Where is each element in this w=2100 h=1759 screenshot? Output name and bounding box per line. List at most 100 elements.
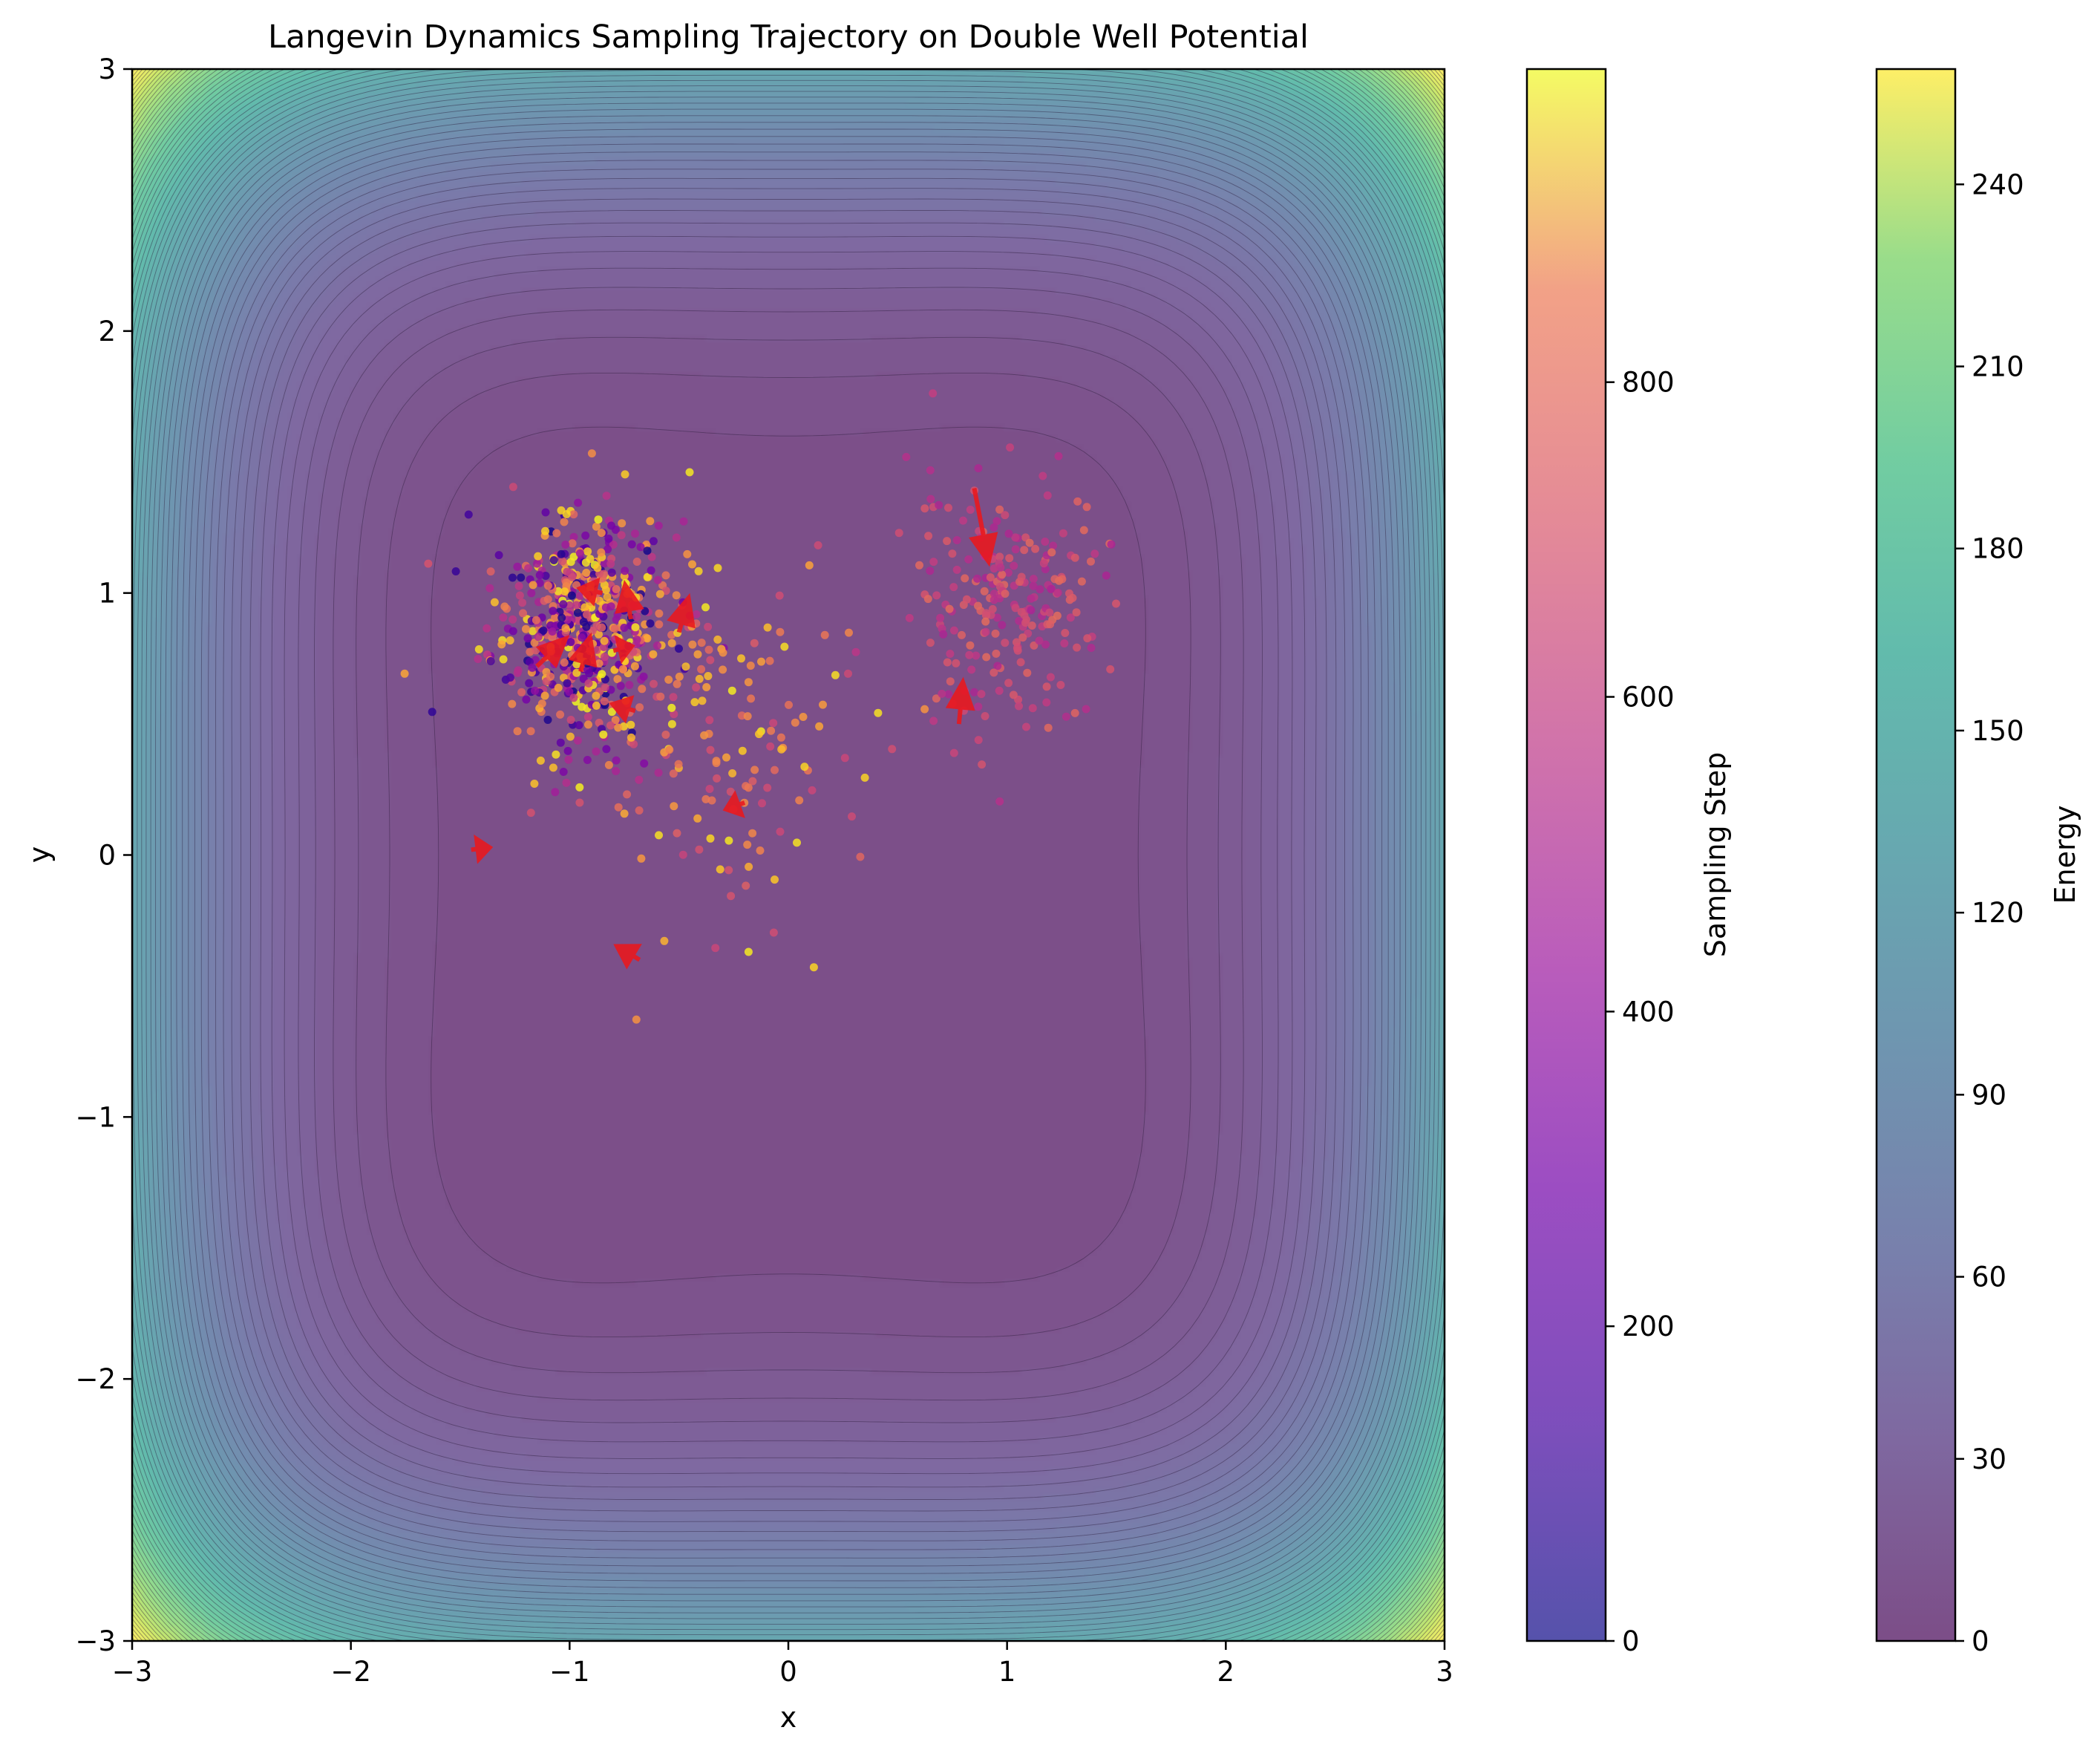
sample-point [1053, 588, 1062, 597]
sample-point [637, 854, 646, 863]
sample-point [1070, 708, 1079, 717]
y-tick-label: 3 [98, 53, 116, 85]
contour-line [137, 74, 1440, 1636]
sample-point [607, 708, 616, 717]
sample-point [655, 620, 664, 629]
sample-point [556, 738, 565, 747]
sample-point [614, 803, 623, 812]
plot-area [131, 68, 1446, 1642]
colorbar-tick-label: 0 [1972, 1625, 1989, 1657]
sample-point [598, 623, 606, 632]
contour-line [298, 267, 1279, 1443]
sample-point [771, 766, 779, 774]
sample-point [996, 563, 1005, 572]
sample-point [632, 558, 641, 566]
sample-point [583, 756, 592, 764]
sample-point [580, 603, 589, 612]
sampling-step-colorbar-frame [1525, 68, 1607, 1642]
gradient-arrow [613, 944, 642, 970]
contour-line [271, 235, 1306, 1475]
sample-point [1023, 668, 1032, 677]
sample-point [978, 760, 987, 769]
sample-point [600, 636, 609, 645]
sample-point [758, 799, 766, 808]
sample-point [601, 559, 609, 568]
contour-line [170, 115, 1407, 1595]
sample-point [654, 521, 663, 530]
sample-point [485, 584, 494, 593]
sample-point [860, 773, 869, 782]
gradient-arrow [471, 834, 494, 864]
sample-point [1028, 704, 1037, 713]
sample-point [685, 468, 694, 477]
sample-point [675, 644, 683, 653]
sample-point [1082, 705, 1090, 714]
sample-point [808, 786, 817, 794]
sample-point [1061, 629, 1070, 637]
sample-point [1015, 616, 1024, 625]
sample-point [563, 679, 572, 688]
contour-line [132, 69, 1445, 1641]
gradient-arrow [612, 635, 635, 665]
sample-point [552, 529, 561, 538]
sample-point [643, 572, 652, 581]
energy-contour-lines [132, 69, 1445, 1641]
sample-point [1082, 503, 1091, 512]
sample-point [800, 763, 809, 771]
gradient-arrow [576, 577, 603, 607]
sample-point [530, 780, 539, 788]
sample-point [981, 627, 990, 636]
sample-point [614, 723, 623, 732]
sample-point [724, 866, 733, 875]
sample-point [974, 464, 983, 473]
energy-colorbar-gradient [1877, 69, 1955, 1641]
sample-point [888, 745, 897, 754]
sample-point [706, 656, 715, 665]
contour-line [215, 169, 1361, 1541]
sample-point [546, 672, 555, 681]
sample-point [595, 630, 603, 639]
sample-point [557, 549, 566, 558]
sample-point [681, 662, 690, 671]
sample-point [400, 669, 409, 678]
contour-line [231, 188, 1346, 1522]
sample-point [612, 756, 621, 765]
sample-point [1049, 541, 1058, 550]
gradient-arrow [667, 593, 696, 633]
sample-point [559, 768, 568, 776]
sample-point [522, 624, 530, 633]
sample-point [795, 796, 804, 805]
sample-point [690, 698, 699, 707]
x-tick-label: −1 [549, 1656, 590, 1688]
sample-point [508, 699, 517, 708]
sample-point [763, 783, 772, 792]
sample-point [597, 529, 606, 538]
sample-point [946, 650, 955, 658]
gradient-arrow [945, 676, 975, 725]
sample-point [1011, 545, 1020, 554]
sample-point [517, 688, 526, 696]
sample-point [539, 626, 548, 635]
contour-line [132, 69, 1445, 1641]
sample-point [592, 701, 601, 710]
sample-point [771, 875, 779, 884]
sample-point [1013, 644, 1021, 653]
sample-point [1027, 621, 1036, 630]
colorbar-tick-label: 600 [1622, 682, 1675, 714]
sample-point [1073, 497, 1082, 506]
sample-point [793, 838, 801, 847]
sample-point [592, 645, 601, 654]
sample-point [728, 769, 737, 777]
sample-point [655, 609, 664, 618]
sample-point [713, 774, 722, 783]
sample-point [506, 636, 514, 644]
sample-point [558, 557, 567, 566]
sample-point [777, 745, 786, 754]
sample-point [755, 730, 763, 739]
sample-point [560, 587, 569, 596]
sample-point [695, 845, 704, 854]
sample-point [1038, 471, 1047, 480]
y-tick-label: 0 [98, 840, 116, 872]
sample-point [977, 690, 986, 699]
chart-title: Langevin Dynamics Sampling Trajectory on… [268, 19, 1309, 56]
